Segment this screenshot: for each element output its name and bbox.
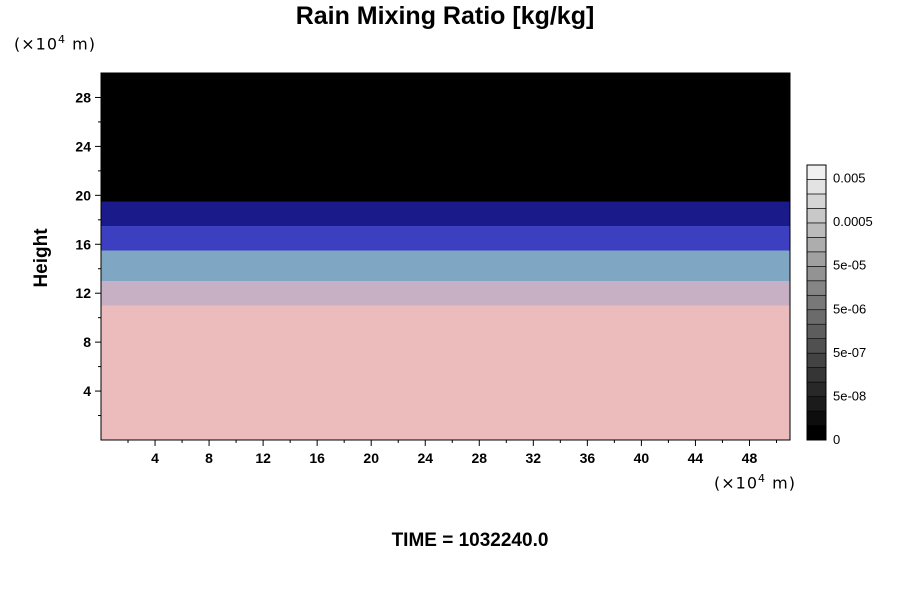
colorbar-swatch xyxy=(806,338,827,354)
y-tick-label: 24 xyxy=(75,138,91,154)
colorbar-swatch xyxy=(806,280,827,296)
x-tick-label: 48 xyxy=(742,450,758,466)
x-unit-suffix: m) xyxy=(766,473,796,493)
colorbar-swatch xyxy=(806,222,827,238)
y-unit-prefix: (×10 xyxy=(14,34,59,54)
x-tick-label: 32 xyxy=(526,450,542,466)
colorbar-label: 5e-07 xyxy=(833,345,866,360)
colorbar-label: 5e-08 xyxy=(833,388,866,403)
x-tick-label: 40 xyxy=(634,450,650,466)
colorbar-label: 0.005 xyxy=(833,171,866,186)
x-tick-label: 4 xyxy=(151,450,159,466)
colorbar-frame xyxy=(806,164,827,441)
x-tick-label: 44 xyxy=(688,450,704,466)
colorbar-swatch xyxy=(806,164,827,180)
colorbar-label: 5e-05 xyxy=(833,258,866,273)
x-tick-label: 24 xyxy=(417,450,433,466)
colorbar-swatch xyxy=(806,208,827,224)
colorbar-swatch xyxy=(806,266,827,282)
y-tick-label: 16 xyxy=(75,236,91,252)
time-footer: TIME = 1032240.0 xyxy=(391,530,549,551)
x-tick-label: 28 xyxy=(471,450,487,466)
x-axis: 4 8 12 16 20 24 28 32 36 40 44 48 xyxy=(127,440,777,466)
colorbar-swatch xyxy=(806,237,827,253)
colorbar-swatch xyxy=(806,179,827,195)
y-unit-exponent: 4 xyxy=(58,33,67,46)
x-tick-label: 12 xyxy=(255,450,271,466)
x-axis-unit: (×104 m) xyxy=(714,472,796,492)
x-tick-label: 20 xyxy=(363,450,379,466)
y-axis-unit: (×104 m) xyxy=(14,33,96,53)
x-tick-label: 36 xyxy=(580,450,596,466)
colorbar-swatch xyxy=(806,410,827,426)
y-tick-label: 8 xyxy=(83,334,91,350)
colorbar-label: 0.0005 xyxy=(833,214,873,229)
colorbar: 0.005 0.0005 5e-05 5e-06 5e-07 5e-08 0 xyxy=(806,164,873,447)
colorbar-swatch xyxy=(806,396,827,412)
colorbar-swatch xyxy=(806,367,827,383)
y-tick-label: 12 xyxy=(75,285,91,301)
rain-field xyxy=(101,73,790,440)
colorbar-swatch xyxy=(806,309,827,325)
y-tick-label: 4 xyxy=(83,383,91,399)
x-tick-label: 16 xyxy=(309,450,325,466)
colorbar-label: 5e-06 xyxy=(833,301,866,316)
x-tick-label: 8 xyxy=(205,450,213,466)
colorbar-swatch xyxy=(806,323,827,339)
colorbar-swatch xyxy=(806,381,827,397)
colorbar-swatch xyxy=(806,352,827,368)
chart-title: Rain Mixing Ratio [kg/kg] xyxy=(295,2,595,30)
y-unit-suffix: m) xyxy=(66,34,96,54)
plot-frame xyxy=(100,72,791,441)
y-axis: 4 8 12 16 20 24 28 xyxy=(75,89,101,417)
x-unit-prefix: (×10 xyxy=(714,473,759,493)
colorbar-swatch xyxy=(806,294,827,311)
colorbar-swatch xyxy=(806,251,827,267)
colorbar-swatch xyxy=(806,193,827,209)
x-unit-exponent: 4 xyxy=(758,472,767,485)
plot-area xyxy=(100,72,791,441)
colorbar-swatch xyxy=(806,425,827,441)
y-tick-label: 28 xyxy=(75,89,91,105)
y-tick-label: 20 xyxy=(75,187,91,203)
colorbar-label: 0 xyxy=(833,432,840,447)
